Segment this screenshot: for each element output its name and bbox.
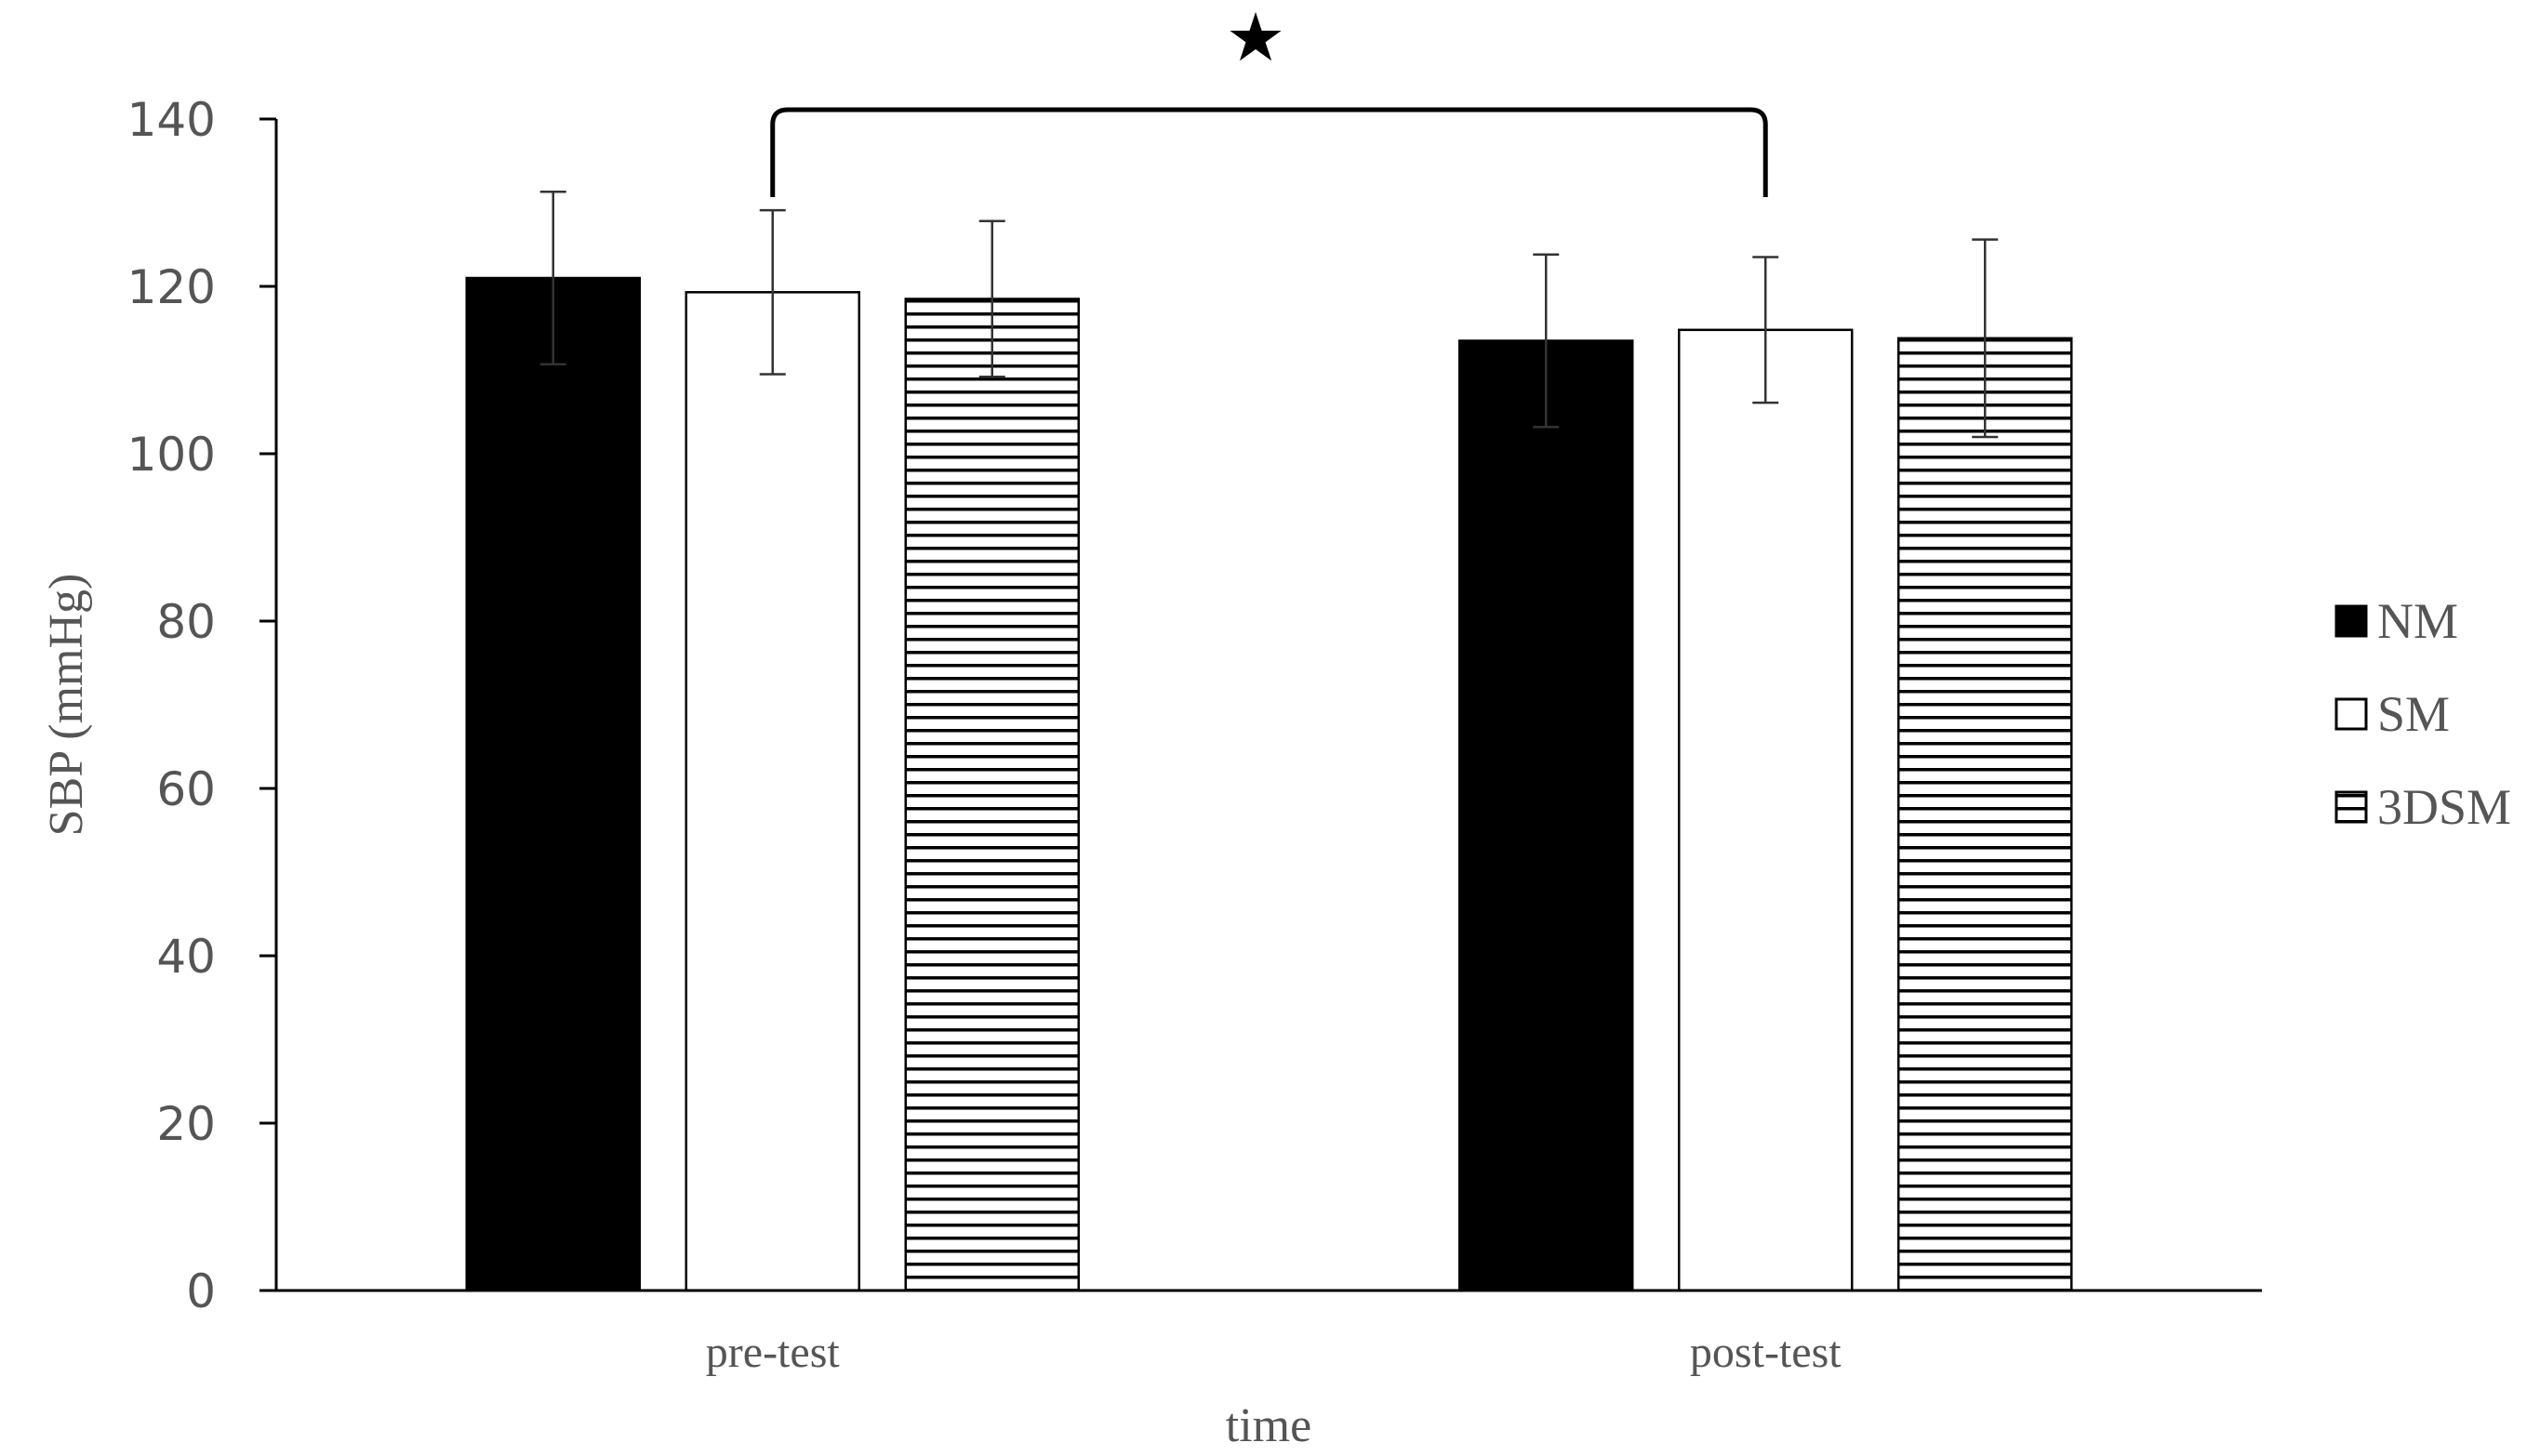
legend: NM SM 3DSM — [2334, 593, 2511, 835]
legend-item-nm: NM — [2334, 593, 2458, 649]
bar-post-test-sm — [1678, 328, 1854, 1292]
legend-label-3dsm: 3DSM — [2377, 779, 2511, 835]
legend-swatch-sm — [2334, 697, 2368, 731]
ticks-layer: 0 20 40 60 80 100 120 140 — [127, 93, 276, 1318]
error-bar-post-test-sm — [1752, 256, 1779, 404]
bar-post-test-3dsm — [1897, 337, 2073, 1292]
legend-item-sm: SM — [2334, 686, 2450, 742]
bars-layer — [465, 276, 2073, 1292]
legend-label-nm: NM — [2377, 593, 2458, 649]
y-tick-label-100: 100 — [127, 428, 216, 482]
error-bars-layer — [539, 191, 1999, 439]
y-tick-label-40: 40 — [156, 930, 216, 984]
error-bar-pre-test-sm — [759, 208, 786, 376]
y-axis-title: SBP (mmHg) — [40, 574, 93, 837]
y-tick-label-80: 80 — [156, 595, 216, 649]
y-tick-label-140: 140 — [127, 93, 216, 147]
bar-post-test-nm — [1458, 339, 1634, 1292]
labels-layer: time SBP (mmHg) pre-test post-test — [40, 574, 1842, 1452]
error-bar-pre-test-nm — [539, 191, 566, 365]
bar-pre-test-3dsm — [904, 298, 1080, 1292]
legend-item-3dsm: 3DSM — [2334, 779, 2511, 835]
bar-pre-test-nm — [465, 276, 641, 1292]
x-tick-label-post-test: post-test — [1690, 1328, 1842, 1377]
legend-swatch-nm — [2334, 604, 2368, 638]
significance-bracket — [770, 107, 1768, 197]
x-axis-title: time — [1226, 1399, 1311, 1452]
x-tick-label-pre-test: pre-test — [706, 1328, 841, 1377]
bar-pre-test-sm — [685, 291, 860, 1292]
error-bar-pre-test-3dsm — [978, 219, 1005, 378]
error-bar-post-test-nm — [1533, 253, 1560, 429]
legend-label-sm: SM — [2377, 686, 2450, 742]
y-tick-label-60: 60 — [156, 762, 216, 816]
significance-annotation: ★ — [770, 0, 1768, 197]
error-bar-post-test-3dsm — [1972, 238, 1999, 439]
axes-layer — [274, 119, 2262, 1292]
legend-swatch-3dsm — [2334, 790, 2368, 824]
y-tick-label-120: 120 — [127, 260, 216, 314]
y-tick-label-20: 20 — [156, 1097, 216, 1151]
y-tick-label-0: 0 — [186, 1264, 216, 1318]
significance-star: ★ — [1226, 0, 1286, 76]
